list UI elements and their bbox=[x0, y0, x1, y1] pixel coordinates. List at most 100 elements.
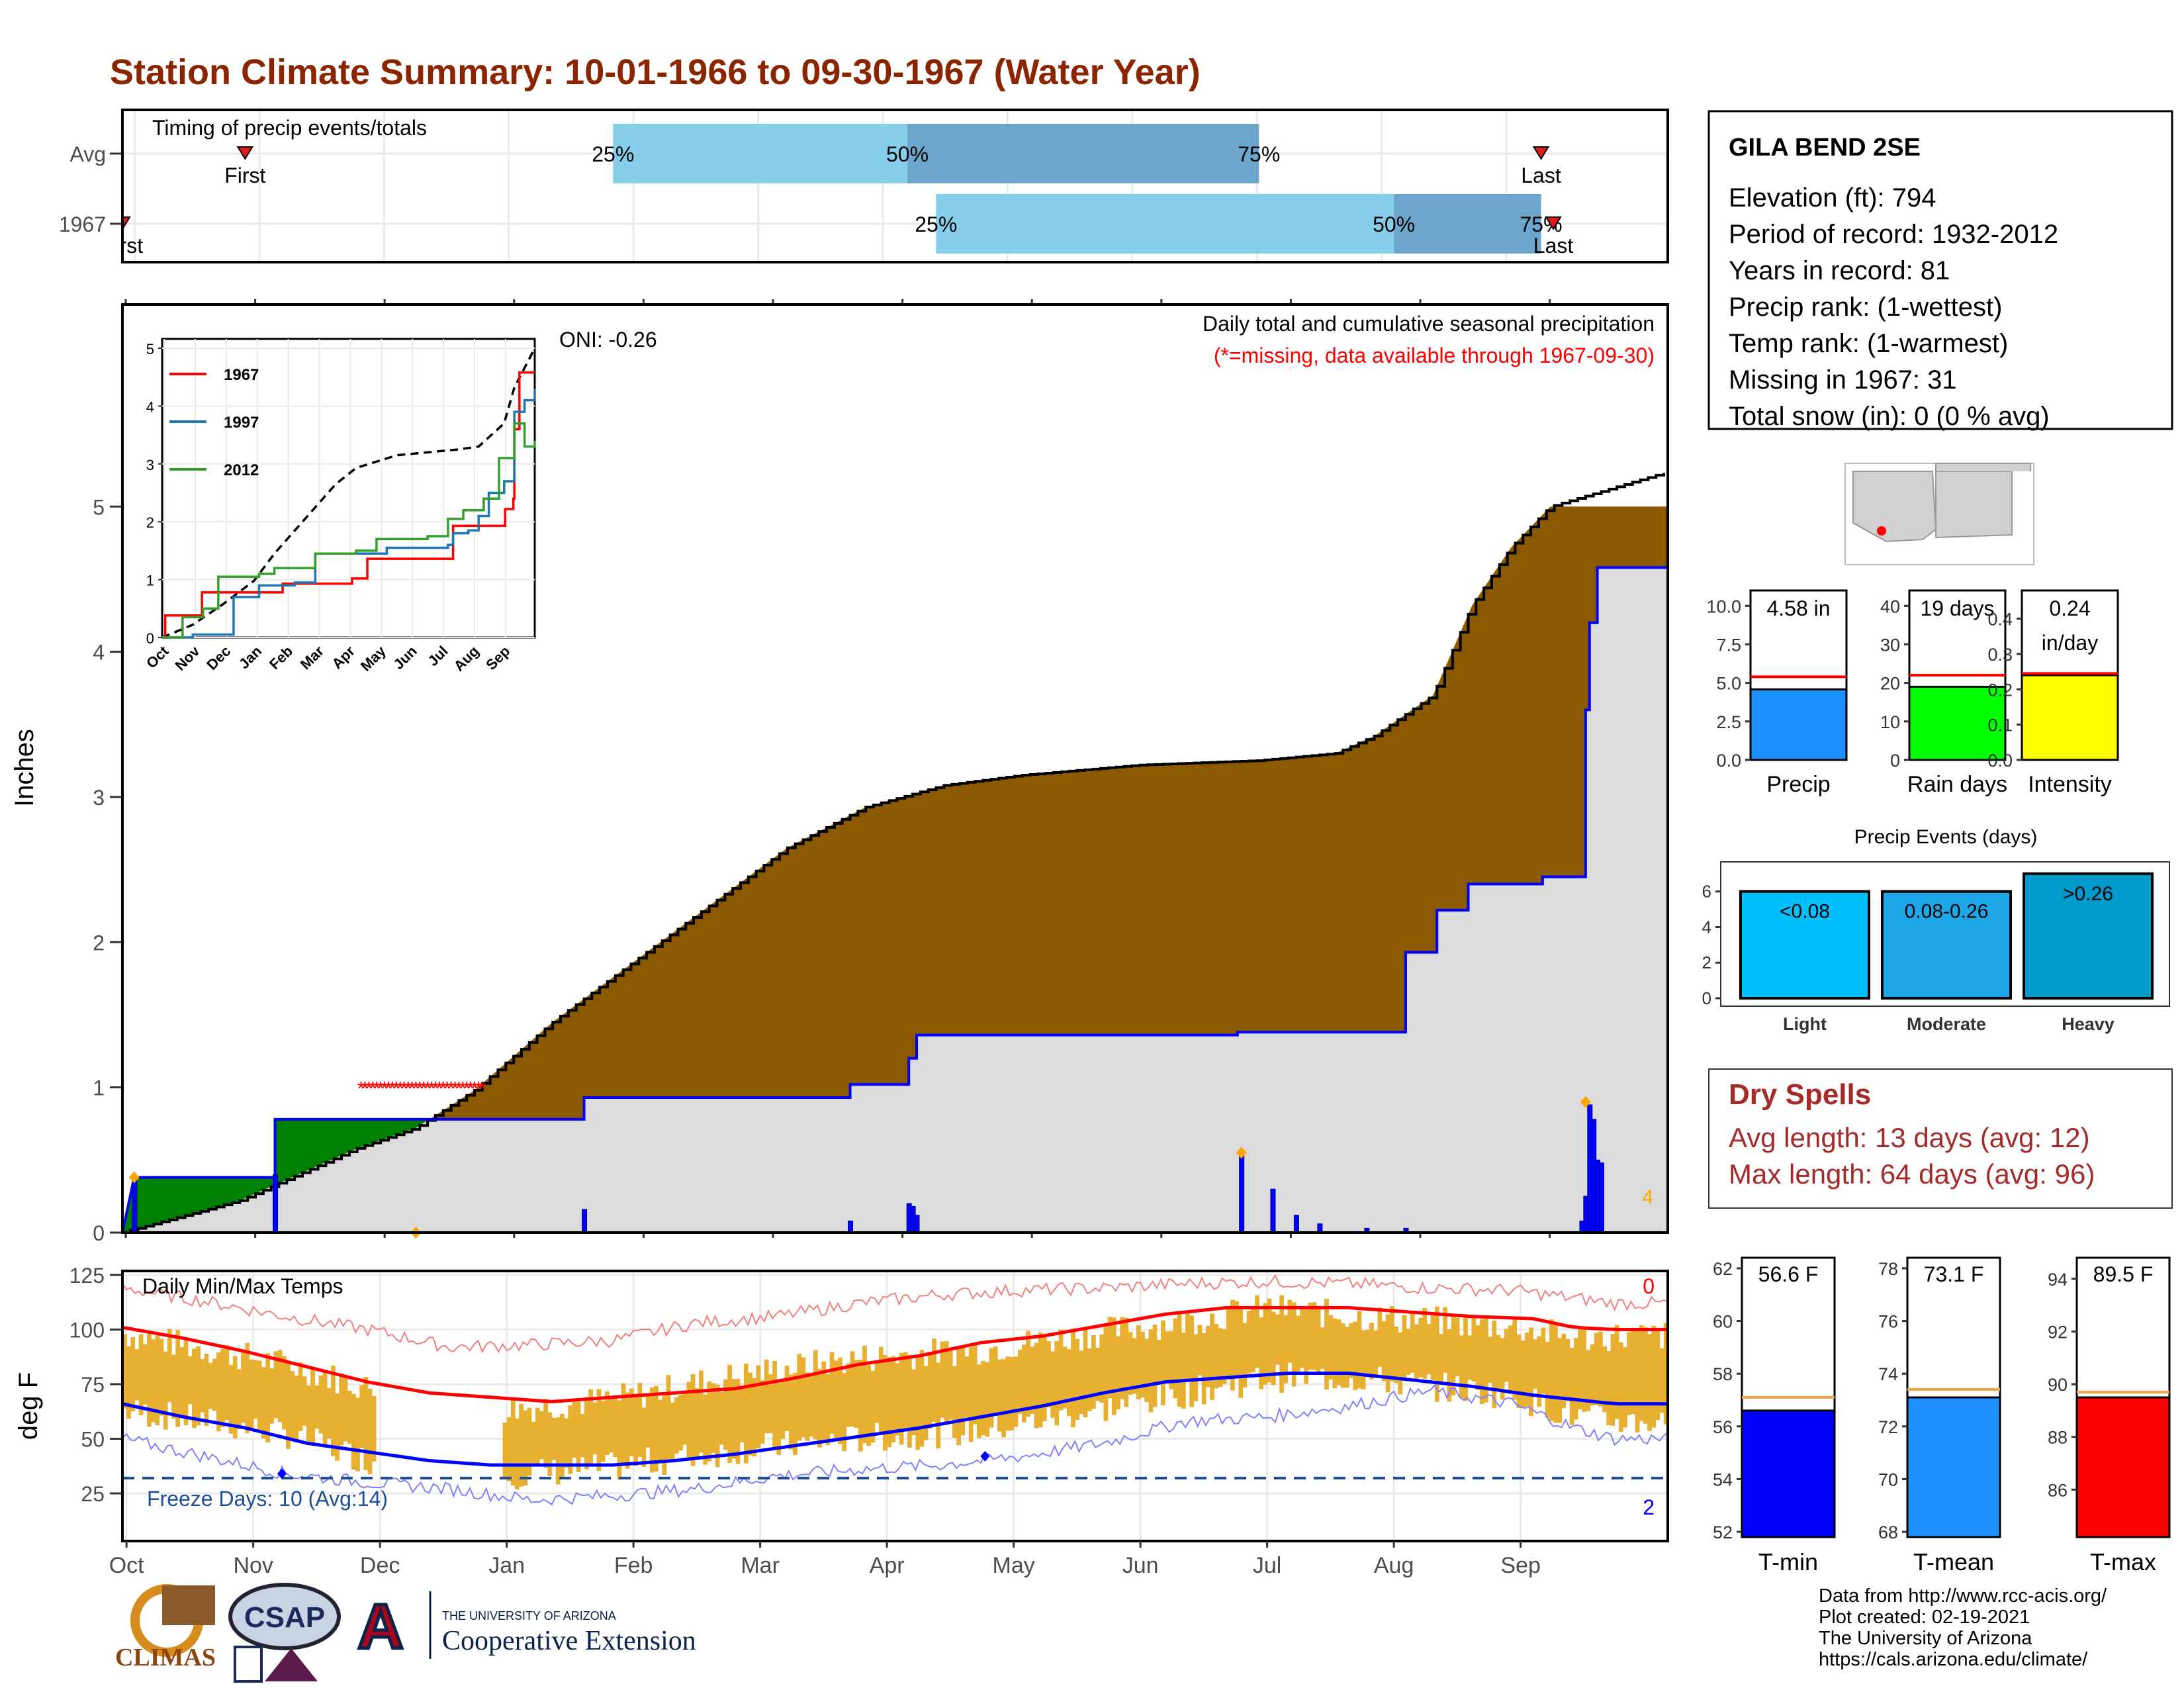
station-info-line: Precip rank: (1-wettest) bbox=[1729, 293, 2002, 322]
mini-bar-ytick: 0.1 bbox=[1987, 716, 2013, 735]
daily-temp-bar bbox=[727, 1364, 733, 1464]
daily-temp-bar bbox=[670, 1402, 675, 1463]
missing-day-marker: * bbox=[392, 1078, 400, 1100]
temp-bar-ytick: 88 bbox=[2048, 1428, 2068, 1448]
daily-temp-bar bbox=[874, 1361, 880, 1423]
missing-day-marker: * bbox=[404, 1078, 412, 1100]
daily-temp-bar bbox=[1655, 1329, 1661, 1421]
daily-temp-bar bbox=[1201, 1333, 1206, 1405]
temp-bar-t-mean bbox=[1906, 1396, 2001, 1538]
station-info-line: Temp rank: (1-warmest) bbox=[1729, 329, 2008, 358]
events-bar-moderate bbox=[1881, 890, 2012, 1000]
daily-temp-bar bbox=[1471, 1315, 1477, 1382]
daily-temp-bar bbox=[1001, 1359, 1006, 1438]
daily-temp-bar bbox=[596, 1389, 602, 1472]
daily-temp-bar bbox=[707, 1381, 712, 1462]
missing-day-marker: * bbox=[443, 1078, 451, 1100]
daily-temp-bar bbox=[989, 1348, 994, 1428]
daily-temp-bar bbox=[200, 1359, 205, 1413]
daily-temp-bar bbox=[1463, 1314, 1468, 1401]
daily-temp-bar bbox=[1005, 1356, 1011, 1431]
mini-bar-ytick: 40 bbox=[1880, 596, 1900, 616]
daily-temp-bar bbox=[776, 1382, 782, 1455]
daily-temp-bar bbox=[1259, 1317, 1264, 1389]
daily-temp-bar bbox=[817, 1368, 822, 1448]
daily-temp-bar bbox=[531, 1421, 536, 1466]
daily-temp-bar bbox=[576, 1401, 581, 1472]
missing-day-marker: * bbox=[428, 1078, 435, 1100]
mini-bar-ytick: 20 bbox=[1880, 674, 1900, 694]
events-title: Precip Events (days) bbox=[1854, 826, 2038, 848]
temp-bar-ytick: 60 bbox=[1713, 1312, 1733, 1332]
daily-temp-bar bbox=[1136, 1325, 1141, 1399]
daily-temp-bar bbox=[228, 1364, 234, 1434]
precip-ylabel: Inches bbox=[10, 729, 39, 807]
daily-temp-bar bbox=[739, 1386, 745, 1442]
daily-temp-bar bbox=[919, 1350, 925, 1447]
daily-temp-bar bbox=[1582, 1329, 1587, 1412]
daily-temp-bar bbox=[903, 1352, 908, 1431]
daily-temp-bar bbox=[1087, 1348, 1092, 1411]
precip-ytick-label: 5 bbox=[93, 495, 105, 519]
mini-bar-ytick: 10.0 bbox=[1706, 596, 1741, 616]
mini-bar-value: 4.58 in bbox=[1766, 596, 1830, 620]
daily-temp-bar bbox=[1434, 1306, 1439, 1402]
daily-temp-bar bbox=[126, 1346, 131, 1419]
station-info-line: Years in record: 81 bbox=[1729, 256, 1950, 285]
temp-ytick-label: 75 bbox=[81, 1373, 105, 1397]
precip-ytick-label: 1 bbox=[93, 1076, 105, 1100]
daily-temp-bar bbox=[1312, 1302, 1317, 1370]
missing-day-marker: * bbox=[432, 1078, 439, 1100]
daily-precip-bar bbox=[1239, 1152, 1245, 1233]
daily-temp-bar bbox=[1279, 1295, 1284, 1393]
daily-temp-bar bbox=[1250, 1307, 1255, 1373]
daily-temp-bar bbox=[936, 1362, 941, 1449]
daily-temp-bar bbox=[1099, 1334, 1105, 1403]
daily-temp-bar bbox=[731, 1379, 737, 1459]
daily-temp-bar bbox=[1569, 1347, 1574, 1425]
daily-temp-bar bbox=[290, 1371, 295, 1440]
daily-temp-bar bbox=[1398, 1332, 1403, 1395]
mini-bar-ytick: 0.4 bbox=[1987, 610, 2013, 630]
daily-temp-bar bbox=[1455, 1317, 1460, 1376]
daily-temp-bar bbox=[134, 1349, 140, 1401]
temp-bar-label: T-max bbox=[2090, 1548, 2156, 1575]
daily-temp-bar bbox=[1381, 1321, 1387, 1382]
month-tick-label: Feb bbox=[614, 1553, 653, 1578]
inset-ytick-label: 4 bbox=[146, 399, 154, 415]
map-new-mexico bbox=[1935, 471, 2013, 539]
missing-day-marker: * bbox=[369, 1078, 377, 1100]
missing-day-marker: * bbox=[459, 1078, 467, 1100]
daily-temp-bar bbox=[1492, 1320, 1497, 1409]
daily-temp-bar bbox=[788, 1374, 794, 1450]
daily-temp-bar bbox=[907, 1354, 912, 1448]
temp-bar-ytick: 70 bbox=[1878, 1470, 1898, 1489]
daily-temp-bar bbox=[1173, 1318, 1178, 1399]
daily-temp-bar bbox=[339, 1374, 344, 1446]
mini-bar-value: 19 days bbox=[1920, 596, 1994, 620]
daily-temp-bar bbox=[887, 1357, 891, 1448]
avg-last-label: Last bbox=[1521, 164, 1561, 187]
daily-temp-bar bbox=[1426, 1323, 1432, 1375]
missing-day-marker: * bbox=[381, 1078, 388, 1100]
daily-temp-bar bbox=[343, 1376, 348, 1442]
daily-temp-bar bbox=[1083, 1327, 1088, 1418]
daily-temp-bar bbox=[711, 1383, 716, 1453]
inset-ytick-label: 0 bbox=[146, 630, 154, 647]
daily-precip-bar bbox=[914, 1215, 920, 1233]
daily-temp-bar bbox=[801, 1357, 806, 1438]
ua-logo-big-text: Cooperative Extension bbox=[442, 1626, 696, 1656]
daily-temp-bar bbox=[253, 1360, 258, 1419]
max-event-marker bbox=[128, 1171, 140, 1184]
daily-temp-bar bbox=[580, 1414, 585, 1458]
daily-temp-bar bbox=[1013, 1356, 1019, 1427]
footer-credit-line: Data from http://www.rcc-acis.org/ bbox=[1819, 1585, 2107, 1607]
temp-corner-top: 0 bbox=[1643, 1274, 1655, 1298]
daily-temp-bar bbox=[1340, 1323, 1345, 1388]
daily-temp-bar bbox=[1193, 1334, 1199, 1401]
station-location-dot bbox=[1877, 526, 1886, 536]
daily-temp-bar bbox=[1050, 1351, 1056, 1418]
daily-temp-bar bbox=[764, 1359, 769, 1434]
daily-temp-bar bbox=[1091, 1335, 1096, 1409]
daily-temp-bar bbox=[1042, 1336, 1047, 1421]
